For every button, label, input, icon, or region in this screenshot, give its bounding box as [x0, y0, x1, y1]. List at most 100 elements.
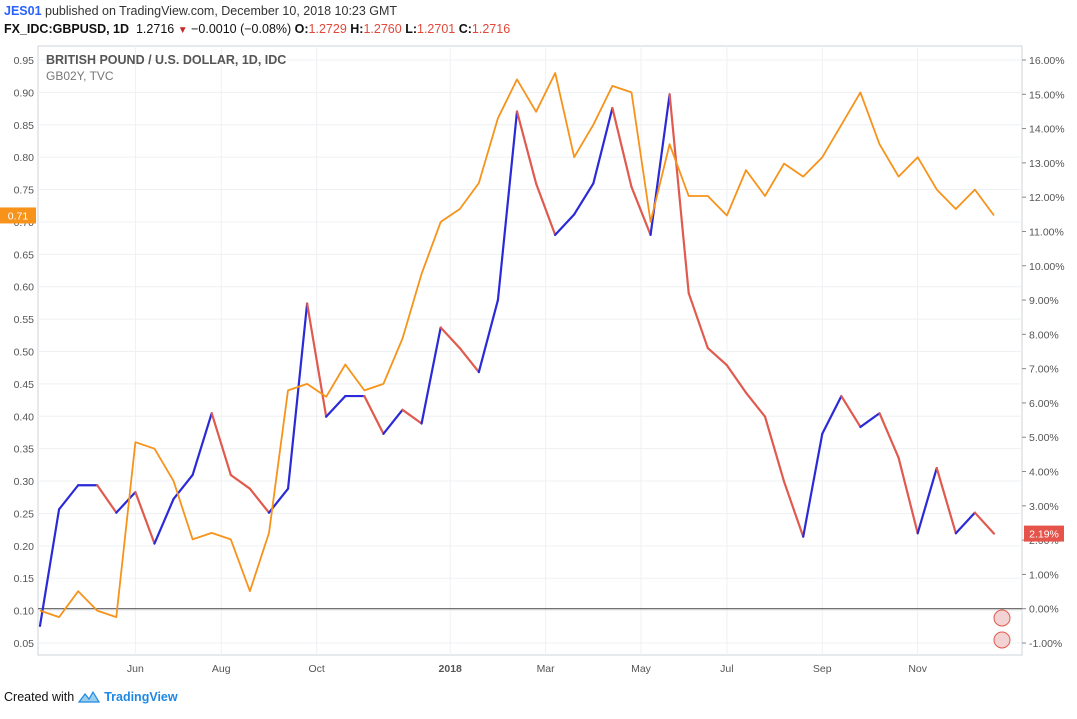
- gbpusd-segment: [630, 185, 652, 236]
- gbpusd-segment: [897, 456, 919, 535]
- gbpusd-segment: [821, 394, 843, 435]
- symbol-label: FX_IDC:GBPUSD, 1D: [4, 22, 130, 36]
- plot-frame: [37, 45, 1023, 656]
- low-value: 1.2701: [417, 22, 456, 36]
- gbpusd-segment: [687, 292, 709, 350]
- tradingview-logo-icon: [78, 690, 101, 703]
- low-label: L:: [405, 22, 417, 36]
- right-tick-label: 7.00%: [1029, 364, 1059, 376]
- gbpusd-segment: [725, 364, 748, 394]
- gbpusd-segment: [515, 110, 538, 185]
- x-tick-label: May: [631, 663, 652, 675]
- open-value: 1.2729: [308, 22, 347, 36]
- right-tick-label: 16.00%: [1029, 55, 1065, 67]
- gbpusd-segment: [153, 497, 175, 545]
- x-tick-label: 2018: [439, 663, 463, 675]
- gbpusd-segment: [458, 346, 480, 374]
- gbpusd-segment: [191, 412, 213, 477]
- right-tick-label: 6.00%: [1029, 398, 1059, 410]
- footer: Created with TradingView: [4, 690, 178, 704]
- x-tick-label: Nov: [908, 663, 927, 675]
- published-info: published on TradingView.com, December 1…: [45, 4, 398, 18]
- gbpusd-segment: [592, 106, 614, 185]
- right-tick-label: 10.00%: [1029, 261, 1065, 273]
- gbpusd-segment: [534, 182, 557, 236]
- close-label: C:: [458, 22, 472, 36]
- gbpusd-segment: [954, 511, 977, 535]
- right-tick-label: 3.00%: [1029, 501, 1059, 513]
- gbpusd-segment: [382, 408, 404, 435]
- right-tick-label: 9.00%: [1029, 295, 1059, 307]
- gbpusd-segment: [401, 408, 423, 425]
- right-current-badge: [1024, 525, 1064, 542]
- left-current-value: 0.71: [8, 210, 29, 222]
- high-value: 1.2760: [363, 22, 402, 36]
- gbpusd-segment: [916, 467, 938, 535]
- open-label: O:: [294, 22, 309, 36]
- left-tick-label: 0.30: [14, 476, 35, 488]
- chart-grid: [37, 45, 1023, 656]
- left-tick-label: 0.45: [14, 379, 35, 391]
- gbpusd-segment: [172, 473, 194, 501]
- last-price: 1.2716: [135, 22, 175, 36]
- right-tick-label: 11.00%: [1029, 226, 1064, 238]
- gbpusd-segment: [325, 394, 347, 418]
- gbpusd-segment: [878, 412, 900, 459]
- x-tick-label: Jul: [720, 663, 733, 675]
- gbpusd-segment: [96, 484, 118, 514]
- gbpusd-segment: [783, 480, 805, 538]
- x-tick-label: Oct: [308, 663, 324, 675]
- right-tick-label: -1.00%: [1029, 638, 1062, 650]
- gbpusd-segment: [935, 467, 957, 535]
- uk-flag-icon: [993, 609, 1011, 627]
- left-tick-label: 0.05: [14, 638, 35, 650]
- right-tick-label: 13.00%: [1029, 158, 1065, 170]
- left-tick-label: 0.15: [14, 573, 35, 585]
- gbpusd-segment: [706, 346, 728, 367]
- gbpusd-segment: [57, 484, 80, 511]
- right-tick-label: 15.00%: [1029, 89, 1065, 101]
- gbpusd-segment: [611, 106, 633, 188]
- left-tick-label: 0.85: [14, 120, 35, 132]
- x-tick-label: Jun: [127, 663, 144, 675]
- gbpusd-segment: [973, 511, 996, 535]
- chart-marks: [38, 72, 1011, 649]
- gbpusd-segment: [38, 508, 61, 627]
- left-tick-label: 0.50: [14, 347, 35, 359]
- right-tick-label: 8.00%: [1029, 329, 1059, 341]
- x-tick-label: Sep: [813, 663, 832, 675]
- gbpusd-segment: [744, 391, 767, 418]
- gbpusd-segment: [115, 491, 137, 514]
- gbpusd-segment: [859, 412, 881, 429]
- x-tick-label: Aug: [212, 663, 231, 675]
- left-tick-label: 0.40: [14, 411, 35, 423]
- left-tick-label: 0.65: [14, 249, 35, 261]
- gbpusd-segment: [496, 110, 519, 302]
- left-current-badge: [0, 207, 36, 224]
- right-tick-label: 0.00%: [1029, 604, 1059, 616]
- gbpusd-segment: [248, 487, 271, 514]
- close-value: 1.2716: [471, 22, 511, 36]
- left-tick-label: 0.80: [14, 152, 35, 164]
- chart-header: JES01 published on TradingView.com, Dece…: [4, 2, 1074, 40]
- right-tick-label: 1.00%: [1029, 569, 1059, 581]
- price-change: −0.0010 (−0.08%): [191, 22, 292, 36]
- author-name[interactable]: JES01: [4, 4, 42, 18]
- us-flag-icon: [993, 631, 1011, 649]
- gbpusd-segment: [554, 213, 576, 236]
- created-with-label: Created with: [4, 690, 75, 704]
- chart-ticks: 0.05 0.10 0.15 0.20 0.25 0.30 0.35 0.40 0.45 0.50…: [0, 55, 1065, 675]
- left-tick-label: 0.95: [14, 55, 35, 67]
- gb02y-line: [39, 72, 995, 618]
- right-tick-label: 5.00%: [1029, 432, 1059, 444]
- gbpusd-segment: [573, 182, 595, 216]
- right-current-value: 2.19%: [1029, 529, 1059, 541]
- left-tick-label: 0.20: [14, 541, 35, 553]
- price-chart[interactable]: 0.05 0.10 0.15 0.20 0.25 0.30 0.35 0.40 0.45 0.50…: [0, 0, 1077, 690]
- gbpusd-segment: [420, 326, 442, 425]
- x-tick-label: Mar: [537, 663, 556, 675]
- gbpusd-segment: [840, 394, 862, 429]
- left-tick-label: 0.90: [14, 87, 35, 99]
- tradingview-brand[interactable]: TradingView: [104, 690, 178, 704]
- gbpusd-segment: [668, 93, 690, 295]
